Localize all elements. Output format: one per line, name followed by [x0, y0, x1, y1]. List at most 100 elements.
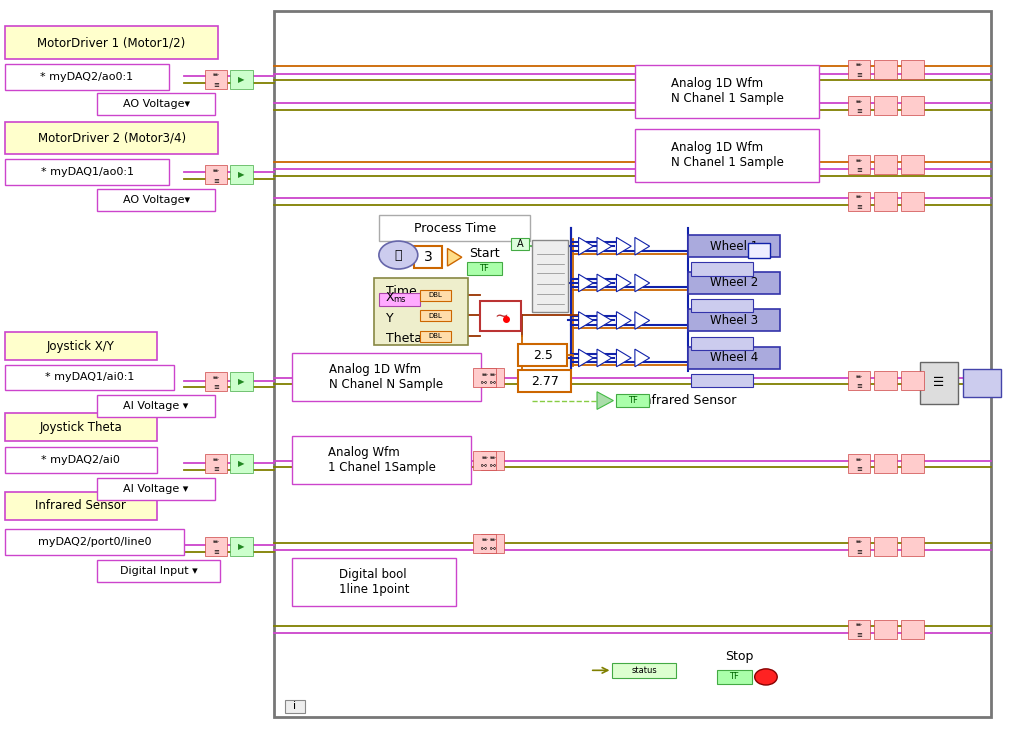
- Text: ✏: ✏: [856, 623, 862, 628]
- FancyBboxPatch shape: [901, 60, 924, 79]
- FancyBboxPatch shape: [230, 372, 253, 391]
- Text: Joystick X/Y: Joystick X/Y: [47, 340, 115, 353]
- Text: Infrared Sensor: Infrared Sensor: [36, 499, 126, 512]
- Polygon shape: [616, 274, 631, 292]
- FancyBboxPatch shape: [230, 165, 253, 184]
- FancyBboxPatch shape: [874, 620, 897, 639]
- Text: 2.77: 2.77: [530, 375, 559, 388]
- FancyBboxPatch shape: [848, 620, 870, 639]
- FancyBboxPatch shape: [874, 454, 897, 473]
- Text: ▶: ▶: [239, 75, 245, 84]
- FancyBboxPatch shape: [511, 238, 529, 250]
- FancyBboxPatch shape: [420, 331, 451, 342]
- Polygon shape: [616, 349, 631, 367]
- FancyBboxPatch shape: [874, 155, 897, 174]
- Text: ✏: ✏: [856, 195, 862, 201]
- Text: Y: Y: [386, 312, 393, 325]
- FancyBboxPatch shape: [874, 537, 897, 556]
- Text: ✏: ✏: [489, 537, 496, 543]
- Text: Analog 1D Wfm
N Chanel 1 Sample: Analog 1D Wfm N Chanel 1 Sample: [671, 77, 783, 105]
- FancyBboxPatch shape: [379, 293, 420, 306]
- Text: ✏: ✏: [856, 457, 862, 463]
- Text: ⚯: ⚯: [489, 546, 496, 552]
- FancyBboxPatch shape: [874, 371, 897, 390]
- Text: Start: Start: [469, 247, 500, 260]
- FancyBboxPatch shape: [230, 70, 253, 89]
- FancyBboxPatch shape: [691, 262, 753, 276]
- FancyBboxPatch shape: [5, 413, 157, 441]
- FancyBboxPatch shape: [691, 337, 753, 350]
- FancyBboxPatch shape: [481, 368, 504, 387]
- Text: ✏: ✏: [489, 455, 496, 461]
- Text: AI Voltage ▾: AI Voltage ▾: [124, 484, 188, 494]
- FancyBboxPatch shape: [848, 60, 870, 79]
- FancyBboxPatch shape: [901, 537, 924, 556]
- FancyBboxPatch shape: [688, 272, 780, 294]
- FancyBboxPatch shape: [473, 451, 496, 470]
- Text: DBL: DBL: [428, 333, 442, 340]
- Circle shape: [379, 241, 418, 269]
- FancyBboxPatch shape: [274, 11, 991, 717]
- Text: * myDAQ1/ao0:1: * myDAQ1/ao0:1: [41, 168, 133, 177]
- Text: Theta: Theta: [386, 332, 422, 345]
- Text: myDAQ2/port0/line0: myDAQ2/port0/line0: [38, 537, 152, 547]
- Text: 2.5: 2.5: [532, 348, 553, 362]
- Text: ⏱: ⏱: [394, 248, 402, 262]
- FancyBboxPatch shape: [230, 537, 253, 556]
- Text: AO Voltage▾: AO Voltage▾: [123, 195, 189, 205]
- FancyBboxPatch shape: [901, 454, 924, 473]
- FancyBboxPatch shape: [481, 534, 504, 553]
- Text: Joystick Theta: Joystick Theta: [40, 420, 122, 434]
- Text: ✏: ✏: [856, 99, 862, 105]
- Text: ⚯: ⚯: [489, 381, 496, 387]
- Text: ≡: ≡: [856, 168, 862, 173]
- Polygon shape: [597, 237, 611, 255]
- FancyBboxPatch shape: [292, 436, 471, 484]
- Text: ∼: ∼: [494, 307, 508, 325]
- Polygon shape: [597, 312, 611, 329]
- Text: i: i: [293, 701, 297, 711]
- Polygon shape: [597, 349, 611, 367]
- Text: Time: Time: [386, 284, 417, 298]
- Text: ⚯: ⚯: [489, 464, 496, 470]
- Polygon shape: [579, 312, 593, 329]
- FancyBboxPatch shape: [5, 529, 184, 555]
- Text: ≡: ≡: [856, 109, 862, 115]
- Text: ▶: ▶: [239, 171, 245, 179]
- Text: Digital bool
1line 1point: Digital bool 1line 1point: [339, 567, 409, 596]
- Polygon shape: [635, 349, 649, 367]
- FancyBboxPatch shape: [97, 478, 215, 500]
- Text: ✏: ✏: [213, 168, 219, 174]
- FancyBboxPatch shape: [374, 278, 468, 345]
- FancyBboxPatch shape: [5, 447, 157, 473]
- Text: ≡: ≡: [213, 384, 219, 390]
- Text: ⚯: ⚯: [481, 381, 487, 387]
- Text: Stop: Stop: [725, 650, 754, 663]
- Polygon shape: [616, 312, 631, 329]
- FancyBboxPatch shape: [97, 93, 215, 115]
- FancyBboxPatch shape: [420, 290, 451, 301]
- FancyBboxPatch shape: [691, 374, 753, 387]
- Text: ✏: ✏: [856, 539, 862, 545]
- FancyBboxPatch shape: [205, 372, 227, 391]
- Text: Analog Wfm
1 Chanel 1Sample: Analog Wfm 1 Chanel 1Sample: [328, 445, 435, 474]
- Text: status: status: [631, 666, 657, 675]
- FancyBboxPatch shape: [292, 353, 481, 401]
- Text: ✏: ✏: [856, 158, 862, 164]
- FancyBboxPatch shape: [874, 60, 897, 79]
- FancyBboxPatch shape: [205, 70, 227, 89]
- FancyBboxPatch shape: [848, 96, 870, 115]
- FancyBboxPatch shape: [414, 246, 442, 268]
- Text: ✏: ✏: [481, 455, 487, 461]
- FancyBboxPatch shape: [848, 454, 870, 473]
- FancyBboxPatch shape: [848, 155, 870, 174]
- FancyBboxPatch shape: [5, 365, 174, 390]
- Text: ▶: ▶: [239, 377, 245, 386]
- FancyBboxPatch shape: [901, 620, 924, 639]
- Text: ≡: ≡: [856, 384, 862, 390]
- FancyBboxPatch shape: [901, 192, 924, 211]
- FancyBboxPatch shape: [848, 192, 870, 211]
- Text: Digital Input ▾: Digital Input ▾: [120, 566, 198, 576]
- Text: Wheel 4: Wheel 4: [710, 351, 759, 365]
- FancyBboxPatch shape: [901, 96, 924, 115]
